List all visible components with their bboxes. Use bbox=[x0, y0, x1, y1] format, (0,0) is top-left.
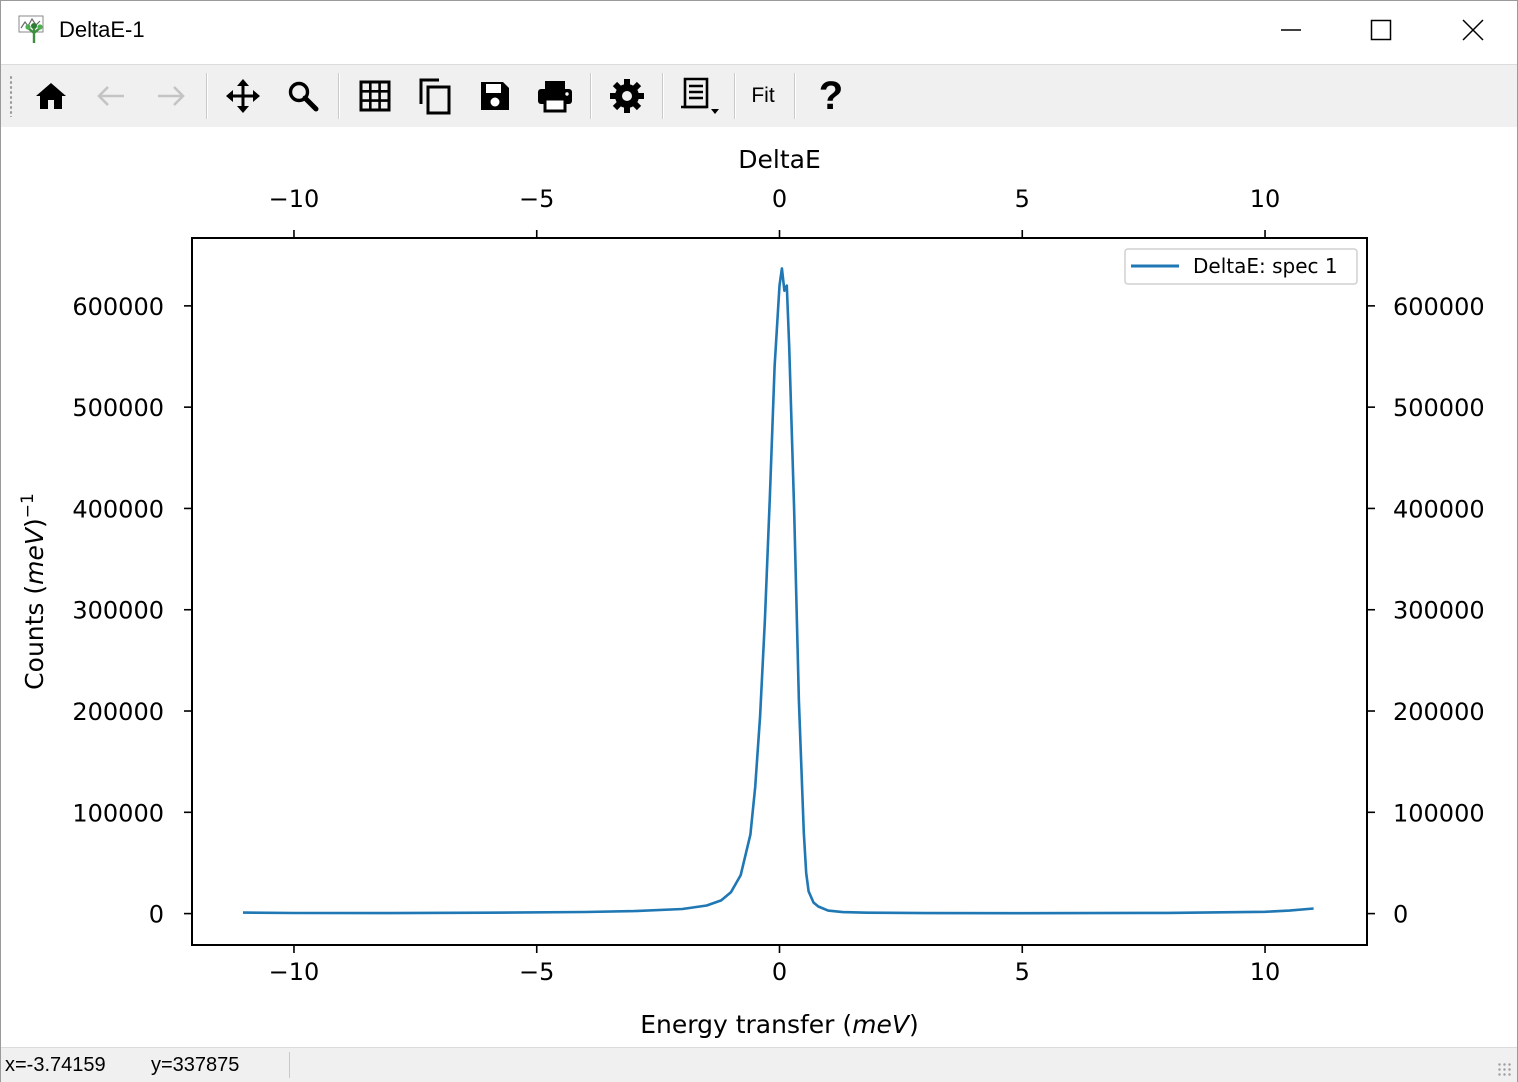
plot-svg[interactable]: −10 −10 −5 −5 0 0 5 5 10 10 0 0 100000 100000 200000 2… bbox=[1, 127, 1517, 1047]
arrow-right-icon bbox=[158, 86, 185, 106]
save-button[interactable] bbox=[471, 71, 519, 121]
status-separator bbox=[289, 1052, 290, 1078]
figure-canvas[interactable]: −10 −10 −5 −5 0 0 5 5 10 10 0 0 100000 100000 200000 2… bbox=[1, 127, 1517, 1047]
minimize-button[interactable] bbox=[1261, 5, 1321, 55]
legend-entry-label: DeltaE: spec 1 bbox=[1193, 254, 1338, 278]
x-tick-label-top: −10 bbox=[269, 185, 320, 213]
x-tick-label-bottom: −5 bbox=[519, 958, 554, 986]
move-arrows-icon bbox=[226, 79, 260, 113]
grid-button[interactable] bbox=[351, 71, 399, 121]
fit-button-label: Fit bbox=[751, 84, 775, 107]
mantid-plot-icon bbox=[18, 15, 44, 43]
help-button[interactable]: ? bbox=[807, 71, 855, 121]
toolbar-separator bbox=[794, 73, 796, 119]
copy-button[interactable] bbox=[411, 71, 459, 121]
y-tick-label-right: 500000 bbox=[1393, 394, 1485, 422]
title-bar[interactable]: DeltaE-1 bbox=[1, 1, 1517, 59]
back-button[interactable] bbox=[87, 71, 135, 121]
maximize-button[interactable] bbox=[1351, 5, 1411, 55]
x-tick-label-top: −5 bbox=[519, 185, 554, 213]
x-tick-label-top: 5 bbox=[1015, 185, 1030, 213]
arrow-left-icon bbox=[97, 86, 124, 106]
configure-button[interactable] bbox=[603, 71, 651, 121]
chart-title: DeltaE bbox=[738, 145, 821, 174]
help-icon: ? bbox=[818, 73, 844, 118]
maximize-icon bbox=[1370, 19, 1392, 41]
resize-grip[interactable] bbox=[1497, 1062, 1513, 1078]
generate-script-button[interactable] bbox=[675, 71, 723, 121]
copy-icon bbox=[419, 78, 451, 115]
status-bar: x=-3.74159 y=337875 bbox=[1, 1047, 1517, 1082]
axes-frame bbox=[191, 237, 1368, 946]
print-button[interactable] bbox=[531, 71, 579, 121]
y-tick-label-left: 500000 bbox=[72, 394, 164, 422]
series-line bbox=[242, 267, 1314, 915]
y-tick-label-right: 300000 bbox=[1393, 597, 1485, 625]
magnifier-icon bbox=[288, 81, 319, 112]
legend-box bbox=[1124, 248, 1358, 285]
printer-icon bbox=[538, 81, 572, 113]
toolbar-grip[interactable] bbox=[9, 75, 13, 117]
y-tick-label-right: 200000 bbox=[1393, 698, 1485, 726]
zoom-button[interactable] bbox=[279, 71, 327, 121]
y-tick-label-right: 100000 bbox=[1393, 799, 1485, 827]
y-tick-label-right: 400000 bbox=[1393, 495, 1485, 523]
y-tick-label-right: 600000 bbox=[1393, 293, 1485, 321]
x-ticks: −10 −10 −5 −5 0 0 5 5 10 10 bbox=[269, 185, 1281, 986]
toolbar-separator bbox=[590, 73, 592, 119]
y-tick-label-left: 200000 bbox=[72, 698, 164, 726]
x-tick-label-bottom: 0 bbox=[772, 958, 787, 986]
y-tick-label-left: 300000 bbox=[72, 597, 164, 625]
y-axis-label: Counts (meV)−1 bbox=[18, 493, 49, 690]
series-group bbox=[242, 267, 1314, 915]
y-tick-label-left: 100000 bbox=[72, 799, 164, 827]
window-title: DeltaE-1 bbox=[59, 17, 145, 42]
plot-toolbar: Fit ? bbox=[1, 64, 1517, 128]
y-tick-label-left: 0 bbox=[149, 901, 164, 929]
x-tick-label-bottom: 10 bbox=[1250, 958, 1281, 986]
toolbar-separator bbox=[338, 73, 340, 119]
x-tick-label-top: 0 bbox=[772, 185, 787, 213]
fit-button[interactable]: Fit bbox=[739, 71, 787, 121]
close-button[interactable] bbox=[1443, 5, 1503, 55]
close-icon bbox=[1462, 19, 1484, 41]
y-ticks: 0 0 100000 100000 200000 200000 300000 300000 40… bbox=[72, 293, 1484, 929]
legend[interactable]: DeltaE: spec 1 bbox=[1124, 248, 1358, 285]
cursor-y-readout: y=337875 bbox=[151, 1054, 240, 1076]
y-tick-label-left: 600000 bbox=[72, 293, 164, 321]
floppy-disk-icon bbox=[481, 82, 509, 110]
y-tick-label-left: 400000 bbox=[72, 495, 164, 523]
script-dropdown-icon bbox=[681, 77, 719, 114]
x-tick-label-top: 10 bbox=[1250, 185, 1281, 213]
x-axis-label: Energy transfer (meV) bbox=[640, 1010, 919, 1039]
grid-icon bbox=[359, 80, 391, 112]
toolbar-separator bbox=[662, 73, 664, 119]
toolbar-separator bbox=[206, 73, 208, 119]
toolbar-separator bbox=[734, 73, 736, 119]
x-tick-label-bottom: −10 bbox=[269, 958, 320, 986]
y-tick-label-right: 0 bbox=[1393, 901, 1408, 929]
home-icon bbox=[36, 83, 66, 109]
x-tick-label-bottom: 5 bbox=[1015, 958, 1030, 986]
gear-icon bbox=[610, 79, 644, 113]
cursor-x-readout: x=-3.74159 bbox=[5, 1054, 106, 1076]
minimize-icon bbox=[1281, 29, 1301, 31]
pan-button[interactable] bbox=[219, 71, 267, 121]
home-button[interactable] bbox=[27, 71, 75, 121]
forward-button[interactable] bbox=[147, 71, 195, 121]
